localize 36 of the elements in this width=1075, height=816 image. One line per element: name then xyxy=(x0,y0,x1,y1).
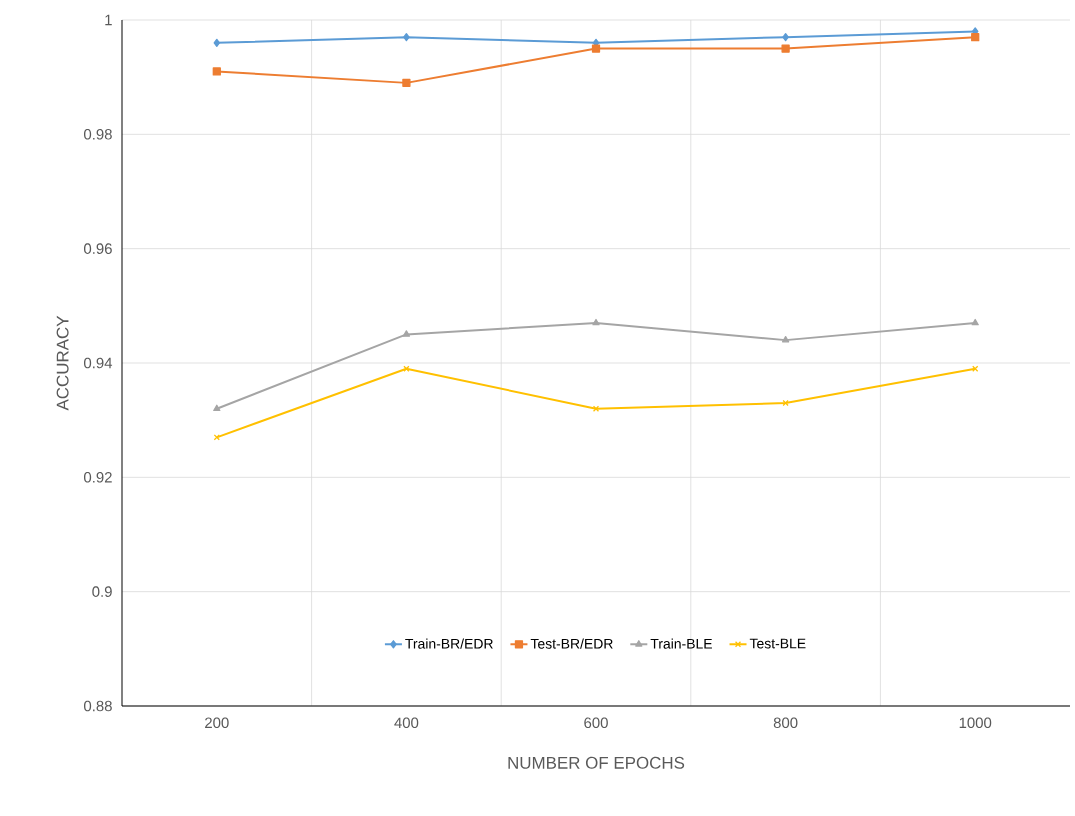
point xyxy=(213,434,220,441)
point xyxy=(213,38,221,47)
point xyxy=(592,318,600,326)
y-tick-label: 0.98 xyxy=(84,129,112,140)
point xyxy=(781,44,790,53)
x-tick-label: 600 xyxy=(584,717,608,729)
y-tick-label: 0.94 xyxy=(84,357,113,369)
point xyxy=(971,33,980,42)
x-tick-label: 400 xyxy=(394,717,419,729)
point xyxy=(782,399,789,407)
x-tick-label: 800 xyxy=(773,717,798,729)
y-tick-label: 1 xyxy=(105,14,112,26)
point xyxy=(781,335,790,343)
y-tick-label: 0.92 xyxy=(84,472,112,483)
x-axis-title: NUMBER OF EPOCHS xyxy=(508,756,685,769)
y-tick-label: 0.96 xyxy=(84,243,112,254)
point xyxy=(403,33,410,42)
legend-label: Test-BLE xyxy=(749,638,806,649)
point xyxy=(213,404,221,412)
point xyxy=(782,33,789,42)
legend-label: Test-BR/EDR xyxy=(530,638,613,649)
point xyxy=(402,330,411,337)
legend-label: Train-BR/EDR xyxy=(405,638,493,649)
point xyxy=(402,78,411,88)
point xyxy=(212,67,221,76)
point xyxy=(403,365,410,372)
point xyxy=(971,318,979,326)
x-tick-label: 200 xyxy=(205,717,229,729)
legend-label: Train-BLE xyxy=(650,638,712,649)
point xyxy=(972,365,979,372)
y-tick-label: 0.9 xyxy=(92,586,112,597)
x-tick-label: 1000 xyxy=(959,717,992,729)
y-tick-label: 0.88 xyxy=(84,700,112,712)
point xyxy=(591,44,601,53)
point xyxy=(592,405,600,412)
y-axis-title: ACCURACY xyxy=(56,315,69,411)
